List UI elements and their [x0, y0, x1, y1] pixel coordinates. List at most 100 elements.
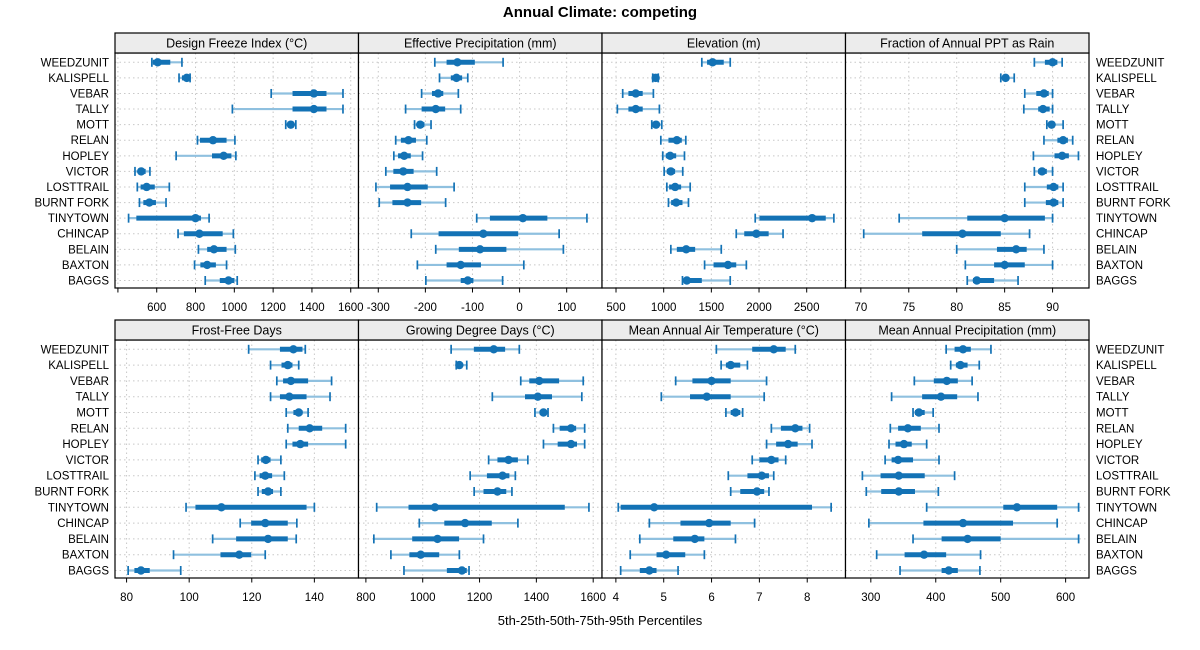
panel-strip-title: Mean Annual Air Temperature (°C)	[629, 324, 819, 338]
median-dot	[665, 151, 675, 161]
median-dot	[142, 182, 151, 192]
median-dot	[903, 424, 913, 433]
median-dot	[708, 58, 717, 67]
median-dot	[191, 213, 200, 223]
median-dot	[539, 408, 548, 417]
median-dot	[460, 518, 470, 528]
median-dot	[936, 392, 946, 401]
median-dot	[1058, 136, 1068, 145]
median-dot	[136, 566, 146, 575]
median-dot	[430, 503, 440, 512]
median-dot	[1048, 58, 1057, 67]
median-dot	[309, 104, 319, 114]
station-label-right: VICTOR	[1096, 166, 1139, 178]
median-dot	[707, 376, 716, 386]
panel-strip-title: Design Freeze Index (°C)	[166, 37, 307, 51]
axis-tick-label: 500	[991, 592, 1010, 604]
median-dot	[1001, 73, 1010, 83]
median-dot	[457, 566, 467, 575]
station-label-right: BAXTON	[1096, 550, 1143, 562]
station-label-right: CHINCAP	[1096, 518, 1148, 530]
median-dot	[456, 260, 465, 270]
median-dot	[752, 487, 762, 496]
axis-tick-label: 5	[661, 592, 667, 604]
station-label-left: TALLY	[76, 104, 110, 116]
median-dot	[195, 229, 204, 238]
median-dot	[518, 213, 528, 223]
station-label-left: BAXTON	[62, 550, 109, 562]
station-label-right: VEBAR	[1096, 376, 1135, 388]
station-label-left: KALISPELL	[48, 73, 109, 85]
station-label-right: VEBAR	[1096, 88, 1135, 100]
median-dot	[914, 408, 924, 417]
median-dot	[1000, 260, 1009, 270]
station-label-right: TALLY	[1096, 104, 1130, 116]
axis-tick-label: -200	[414, 302, 437, 314]
median-dot	[294, 408, 303, 417]
median-dot	[566, 439, 576, 449]
station-label-left: WEEDZUNIT	[41, 344, 109, 356]
median-dot	[535, 376, 544, 386]
axis-tick-label: 90	[1046, 302, 1059, 314]
median-dot	[145, 198, 154, 207]
station-label-right: BELAIN	[1096, 244, 1137, 256]
axis-tick-label: 600	[1056, 592, 1075, 604]
median-dot	[893, 455, 903, 465]
station-label-right: TALLY	[1096, 392, 1130, 404]
station-label-left: WEEDZUNIT	[41, 57, 109, 69]
station-label-left: TALLY	[76, 392, 110, 404]
median-dot	[767, 455, 776, 465]
axis-tick-label: 2000	[746, 302, 772, 314]
station-label-left: CHINCAP	[57, 518, 109, 530]
axis-tick-label: 120	[242, 592, 261, 604]
axis-tick-label: 2500	[794, 302, 820, 314]
panel-background	[602, 340, 846, 578]
median-dot	[942, 376, 951, 386]
median-dot	[452, 73, 461, 83]
median-dot	[726, 360, 735, 370]
axis-tick-label: 600	[147, 302, 166, 314]
axis-tick-label: 1000	[410, 592, 436, 604]
median-dot	[671, 198, 681, 207]
panel-strip-title: Mean Annual Precipitation (mm)	[878, 324, 1056, 338]
median-dot	[504, 455, 513, 465]
station-label-right: HOPLEY	[1096, 439, 1143, 451]
median-dot	[289, 345, 298, 354]
panel-strip-title: Effective Precipitation (mm)	[404, 37, 557, 51]
station-label-right: MOTT	[1096, 120, 1129, 132]
axis-tick-label: 500	[606, 302, 625, 314]
median-dot	[433, 534, 442, 544]
median-dot	[723, 260, 733, 270]
station-label-right: LOSTTRAIL	[1096, 471, 1159, 483]
median-dot	[453, 58, 462, 67]
median-dot	[661, 550, 671, 559]
median-dot	[1057, 151, 1067, 161]
panel-strip	[844, 32, 1090, 54]
median-dot	[894, 471, 903, 480]
station-label-left: CHINCAP	[57, 229, 109, 241]
station-label-right: LOSTTRAIL	[1096, 182, 1159, 194]
median-dot	[963, 534, 972, 544]
median-dot	[956, 360, 965, 370]
axis-tick-label: 0	[516, 302, 522, 314]
median-dot	[498, 471, 507, 480]
median-dot	[704, 518, 714, 528]
median-dot	[769, 345, 778, 354]
median-dot	[651, 120, 661, 129]
median-dot	[1038, 104, 1048, 114]
median-dot	[399, 151, 409, 161]
station-label-left: BAGGS	[68, 276, 109, 288]
median-dot	[182, 73, 191, 83]
median-dot	[791, 424, 800, 433]
median-dot	[479, 229, 488, 238]
median-dot	[631, 89, 640, 98]
median-dot	[1047, 120, 1056, 129]
axis-tick-label: 80	[120, 592, 133, 604]
axis-tick-label: 70	[854, 302, 867, 314]
axis-tick-label: 1200	[467, 592, 493, 604]
station-label-right: TINYTOWN	[1096, 213, 1157, 225]
station-label-right: BAGGS	[1096, 276, 1137, 288]
x-axis-label: 5th-25th-50th-75th-95th Percentiles	[497, 613, 703, 628]
median-dot	[489, 345, 498, 354]
